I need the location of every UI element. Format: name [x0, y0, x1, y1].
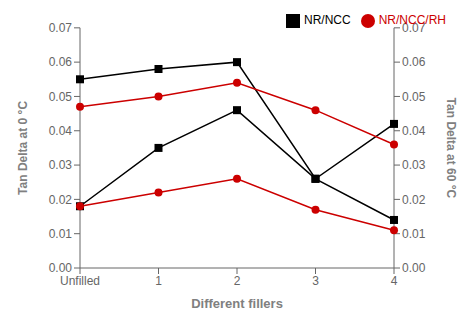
svg-text:0.06: 0.06 [49, 55, 73, 69]
svg-text:0.04: 0.04 [49, 124, 73, 138]
svg-text:0.00: 0.00 [402, 261, 426, 275]
svg-text:Different fillers: Different fillers [191, 296, 283, 311]
svg-text:0.02: 0.02 [402, 193, 426, 207]
svg-text:0.05: 0.05 [49, 90, 73, 104]
svg-text:0.03: 0.03 [49, 158, 73, 172]
svg-text:3: 3 [312, 274, 319, 288]
svg-text:0.01: 0.01 [402, 227, 426, 241]
svg-text:0.00: 0.00 [49, 261, 73, 275]
svg-text:0.01: 0.01 [49, 227, 73, 241]
svg-text:4: 4 [391, 274, 398, 288]
svg-text:0.03: 0.03 [402, 158, 426, 172]
svg-text:0.02: 0.02 [49, 193, 73, 207]
svg-text:0.07: 0.07 [402, 21, 426, 35]
svg-text:1: 1 [155, 274, 162, 288]
svg-text:Tan Delta at 60 °C: Tan Delta at 60 °C [444, 98, 458, 199]
svg-text:Tan Delta at 0 °C: Tan Delta at 0 °C [16, 101, 30, 195]
svg-text:2: 2 [234, 274, 241, 288]
svg-text:Unfilled: Unfilled [60, 274, 100, 288]
svg-text:0.06: 0.06 [402, 55, 426, 69]
svg-text:0.07: 0.07 [49, 21, 73, 35]
svg-text:0.05: 0.05 [402, 90, 426, 104]
svg-text:0.04: 0.04 [402, 124, 426, 138]
